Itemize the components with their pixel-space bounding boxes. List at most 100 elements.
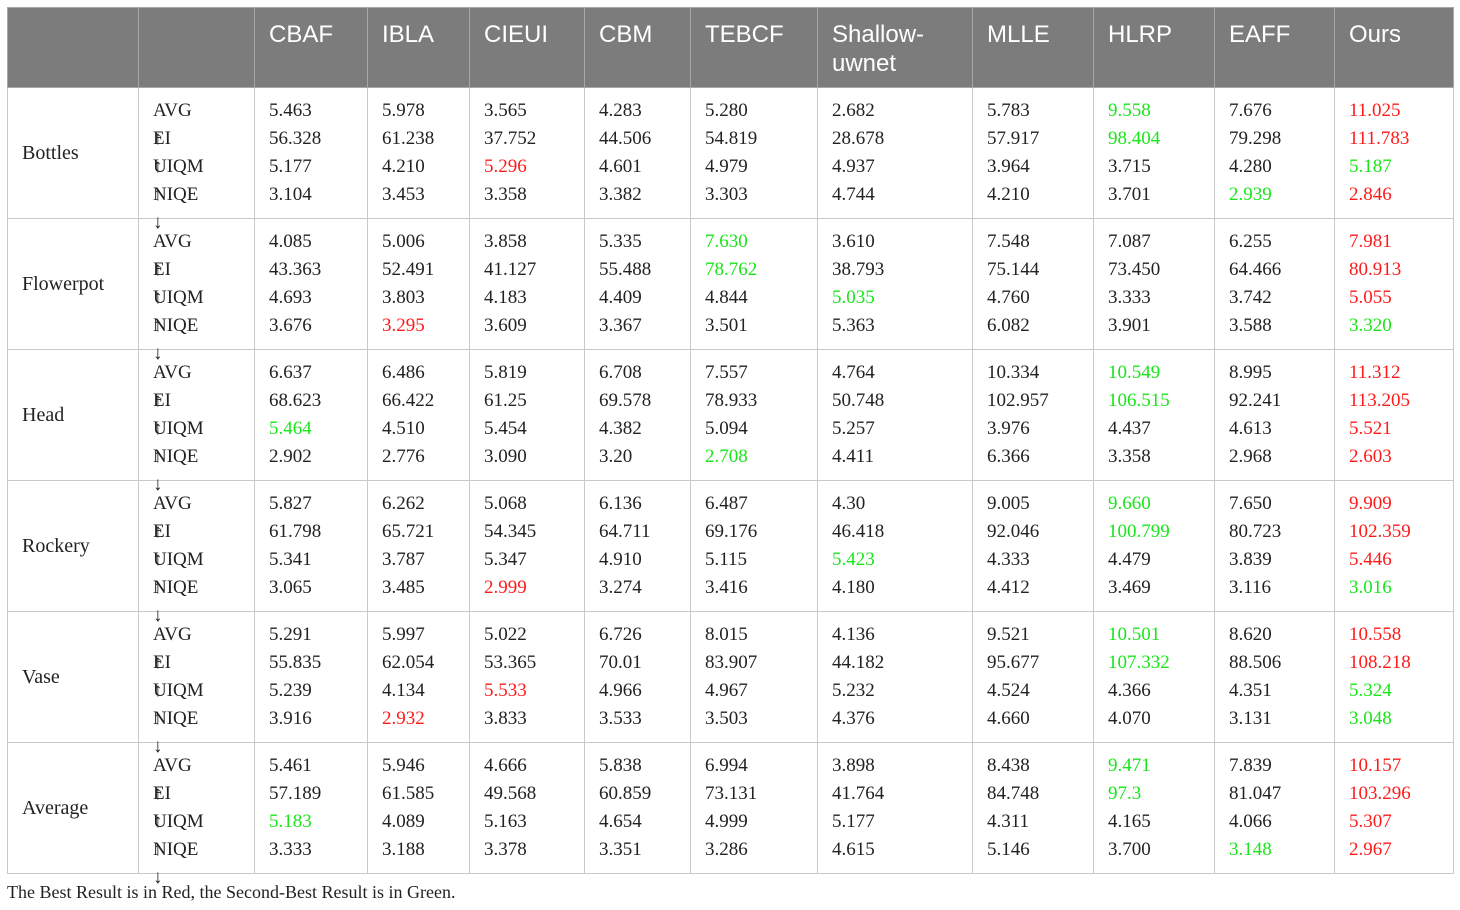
cell-value: 106.515: [1108, 390, 1170, 412]
cell-value: 4.615: [832, 838, 875, 860]
cell-value: 3.274: [599, 576, 642, 598]
cell-value: 56.328: [269, 128, 322, 150]
value-cell: 6.262 65.721 3.787 3.485: [367, 480, 470, 612]
value-cell: 6.994 73.131 4.999 3.286: [690, 742, 818, 874]
column-header-mlle: MLLE: [972, 7, 1094, 88]
cell-value: 8.995: [1229, 362, 1272, 384]
value-cell: 8.438 84.748 4.311 5.146: [972, 742, 1094, 874]
cell-value: 4.524: [987, 680, 1030, 701]
cell-value: 5.461: [269, 755, 312, 777]
cell-value: 5.291: [269, 624, 312, 646]
cell-value: 4.999: [705, 811, 748, 832]
value-cell: 5.022 53.365 5.533 3.833: [469, 611, 585, 743]
cell-value: 3.333: [269, 838, 312, 860]
cell-value: 4.844: [705, 287, 748, 308]
value-cell: 5.946 61.585 4.089 3.188: [367, 742, 470, 874]
cell-value: 3.964: [987, 156, 1030, 177]
metric-name: EI: [153, 521, 171, 543]
cell-value: 28.678: [832, 128, 885, 150]
cell-value: 3.610: [832, 231, 875, 253]
cell-value: 3.048: [1349, 707, 1392, 729]
cell-value: 3.609: [484, 314, 527, 336]
cell-value: 3.378: [484, 838, 527, 860]
metric-arrow: ↓: [153, 735, 163, 757]
cell-value: 5.997: [382, 624, 425, 646]
cell-value: 2.967: [1349, 838, 1392, 860]
cell-value: 69.176: [705, 521, 758, 543]
row-label: Head: [7, 349, 139, 481]
cell-value: 3.858: [484, 231, 527, 253]
value-cell: 5.819 61.25 5.454 3.090: [469, 349, 585, 481]
cell-value: 7.981: [1349, 231, 1392, 253]
cell-value: 98.404: [1108, 128, 1161, 150]
cell-value: 75.144: [987, 259, 1040, 281]
cell-value: 5.521: [1349, 418, 1392, 439]
cell-value: 5.055: [1349, 287, 1392, 308]
cell-value: 2.999: [484, 576, 527, 598]
value-cell: 7.557 78.933 5.094 2.708: [690, 349, 818, 481]
cell-value: 3.533: [599, 707, 642, 729]
metric-name: NIQE: [153, 445, 199, 467]
cell-value: 80.723: [1229, 521, 1282, 543]
cell-value: 4.089: [382, 811, 425, 832]
value-cell: 7.839 81.047 4.066 3.148: [1214, 742, 1335, 874]
cell-value: 2.776: [382, 445, 425, 467]
value-cell: 10.558 108.218 5.324 3.048: [1334, 611, 1454, 743]
cell-value: 2.902: [269, 445, 312, 467]
header-blank-metric: [138, 7, 255, 88]
cell-value: 41.764: [832, 783, 885, 805]
cell-value: 3.501: [705, 314, 748, 336]
cell-value: 5.363: [832, 314, 875, 336]
metric-name: NIQE: [153, 576, 199, 598]
value-cell: 11.025 111.783 5.187 2.846: [1334, 87, 1454, 219]
cell-value: 44.506: [599, 128, 652, 150]
cell-value: 50.748: [832, 390, 885, 412]
cell-value: 3.715: [1108, 156, 1151, 177]
metric-arrow: ↑: [153, 549, 163, 570]
cell-value: 62.054: [382, 652, 435, 674]
header-blank-group: [7, 7, 139, 88]
cell-value: 55.488: [599, 259, 652, 281]
cell-value: 5.239: [269, 680, 312, 701]
value-cell: 7.650 80.723 3.839 3.116: [1214, 480, 1335, 612]
cell-value: 5.454: [484, 418, 527, 439]
metric-arrow: ↓: [153, 342, 163, 364]
metric-name: NIQE: [153, 838, 199, 860]
value-cell: 10.157 103.296 5.307 2.967: [1334, 742, 1454, 874]
value-cell: 5.291 55.835 5.239 3.916: [254, 611, 368, 743]
cell-value: 4.979: [705, 156, 748, 177]
cell-value: 4.510: [382, 418, 425, 439]
metric-arrow: ↑: [153, 128, 163, 150]
cell-value: 7.630: [705, 231, 748, 253]
cell-value: 9.005: [987, 493, 1030, 515]
metric-name: EI: [153, 783, 171, 805]
cell-value: 3.916: [269, 707, 312, 729]
cell-value: 4.409: [599, 287, 642, 308]
cell-value: 6.136: [599, 493, 642, 515]
cell-value: 4.666: [484, 755, 527, 777]
cell-value: 61.25: [484, 390, 527, 412]
cell-value: 6.082: [987, 314, 1030, 336]
value-cell: 6.637 68.623 5.464 2.902: [254, 349, 368, 481]
cell-value: 4.760: [987, 287, 1030, 308]
cell-value: 5.819: [484, 362, 527, 384]
cell-value: 4.085: [269, 231, 312, 253]
cell-value: 107.332: [1108, 652, 1170, 674]
cell-value: 9.558: [1108, 100, 1151, 122]
cell-value: 6.726: [599, 624, 642, 646]
cell-value: 102.359: [1349, 521, 1411, 543]
metric-arrow: ↑: [153, 652, 163, 674]
value-cell: 9.558 98.404 3.715 3.701: [1093, 87, 1215, 219]
cell-value: 4.693: [269, 287, 312, 308]
cell-value: 41.127: [484, 259, 537, 281]
value-cell: 4.085 43.363 4.693 3.676: [254, 218, 368, 350]
cell-value: 44.182: [832, 652, 885, 674]
cell-value: 6.637: [269, 362, 312, 384]
metric-label: NIQE ↓: [153, 574, 254, 626]
cell-value: 11.312: [1349, 362, 1401, 384]
metric-label: UIQM ↑: [153, 677, 254, 729]
cell-value: 7.650: [1229, 493, 1272, 515]
cell-value: 9.909: [1349, 493, 1392, 515]
value-cell: 3.898 41.764 5.177 4.615: [817, 742, 973, 874]
cell-value: 8.015: [705, 624, 748, 646]
